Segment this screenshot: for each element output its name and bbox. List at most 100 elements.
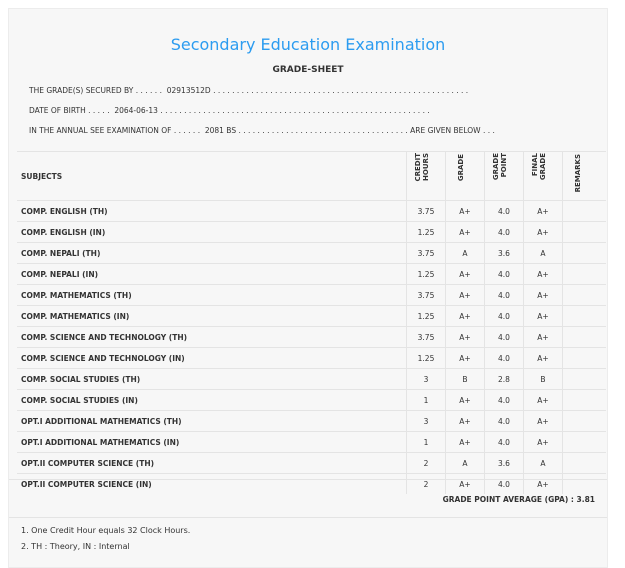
subject-cell: COMP. SCIENCE AND TECHNOLOGY (IN) [17,347,407,369]
note-2: 2. TH : Theory, IN : Internal [21,542,130,551]
table-row: COMP. SCIENCE AND TECHNOLOGY (TH) 3.75 A+ 4… [17,326,606,348]
grade-point-cell: 2.8 [484,368,524,390]
subject-cell: COMP. NEPALI (IN) [17,263,407,285]
grade-point-cell: 3.6 [484,242,524,264]
final-grade-cell: A+ [523,200,563,222]
grade-cell: A+ [445,200,485,222]
credit-cell: 1.25 [406,221,446,243]
grade-point-cell: 4.0 [484,389,524,411]
subject-cell: COMP. MATHEMATICS (IN) [17,305,407,327]
table-row: COMP. NEPALI (TH) 3.75 A 3.6 A [17,242,606,264]
header-point: GRADE POINT [484,151,524,201]
remarks-cell [562,305,606,327]
grade-point-cell: 4.0 [484,326,524,348]
remarks-cell [562,473,606,494]
gpa: GRADE POINT AVERAGE (GPA) : 3.81 [442,495,595,504]
grade-cell: A+ [445,284,485,306]
table-row: OPT.I ADDITIONAL MATHEMATICS (IN) 1 A+ 4.0 A… [17,431,606,453]
header-credit: CREDIT HOURS [406,151,446,201]
grade-point-cell: 4.0 [484,305,524,327]
note-1: 1. One Credit Hour equals 32 Clock Hours… [21,526,191,535]
table-row: COMP. SOCIAL STUDIES (TH) 3 B 2.8 B [17,368,606,390]
grade-point-cell: 3.6 [484,452,524,474]
grade-cell: A+ [445,431,485,453]
remarks-cell [562,452,606,474]
dob-line: DATE OF BIRTH . . . . . 2064-06-13 . . .… [29,106,430,115]
subject-cell: COMP. ENGLISH (IN) [17,221,407,243]
remarks-cell [562,389,606,411]
remarks-cell [562,431,606,453]
subject-cell: OPT.II COMPUTER SCIENCE (TH) [17,452,407,474]
credit-cell: 3.75 [406,326,446,348]
table-row: OPT.I ADDITIONAL MATHEMATICS (TH) 3 A+ 4.0 A… [17,410,606,432]
exam-line: IN THE ANNUAL SEE EXAMINATION OF . . . .… [29,126,495,135]
remarks-cell [562,347,606,369]
header-final: FINAL GRADE [523,151,563,201]
final-grade-cell: A+ [523,284,563,306]
grade-cell: A+ [445,326,485,348]
credit-cell: 1.25 [406,347,446,369]
final-grade-cell: A+ [523,305,563,327]
grade-sheet-card: Secondary Education Examination GRADE-SH… [8,8,608,568]
table-row: COMP. ENGLISH (IN) 1.25 A+ 4.0 A+ [17,221,606,243]
grade-cell: B [445,368,485,390]
table-row: COMP. SOCIAL STUDIES (IN) 1 A+ 4.0 A+ [17,389,606,411]
subject-cell: OPT.I ADDITIONAL MATHEMATICS (TH) [17,410,407,432]
grade-cell: A [445,452,485,474]
remarks-cell [562,326,606,348]
credit-cell: 2 [406,452,446,474]
grade-cell: A+ [445,305,485,327]
final-grade-cell: A+ [523,347,563,369]
subject-cell: OPT.II COMPUTER SCIENCE (IN) [17,473,407,494]
credit-cell: 3.75 [406,284,446,306]
grade-cell: A+ [445,473,485,494]
credit-cell: 1.25 [406,305,446,327]
final-grade-cell: A [523,452,563,474]
remarks-cell [562,242,606,264]
credit-cell: 1 [406,431,446,453]
header-grade: GRADE [445,151,485,201]
final-grade-cell: B [523,368,563,390]
grade-cell: A+ [445,221,485,243]
final-grade-cell: A [523,242,563,264]
subtitle: GRADE-SHEET [272,65,344,75]
grade-point-cell: 4.0 [484,284,524,306]
grade-point-cell: 4.0 [484,200,524,222]
student-id-line: THE GRADE(S) SECURED BY . . . . . . 0291… [29,86,469,95]
grade-point-cell: 4.0 [484,347,524,369]
final-grade-cell: A+ [523,221,563,243]
grade-point-cell: 4.0 [484,473,524,494]
remarks-cell [562,221,606,243]
subject-cell: COMP. NEPALI (TH) [17,242,407,264]
table-row: COMP. MATHEMATICS (TH) 3.75 A+ 4.0 A+ [17,284,606,306]
credit-cell: 1.25 [406,263,446,285]
grade-cell: A+ [445,410,485,432]
header-remarks: REMARKS [562,151,606,201]
final-grade-cell: A+ [523,431,563,453]
subject-cell: OPT.I ADDITIONAL MATHEMATICS (IN) [17,431,407,453]
final-grade-cell: A+ [523,263,563,285]
remarks-cell [562,284,606,306]
subject-cell: COMP. SOCIAL STUDIES (IN) [17,389,407,411]
remarks-cell [562,410,606,432]
credit-cell: 3.75 [406,200,446,222]
remarks-cell [562,263,606,285]
grade-point-cell: 4.0 [484,431,524,453]
final-grade-cell: A+ [523,326,563,348]
subject-cell: COMP. ENGLISH (TH) [17,200,407,222]
table-row: COMP. MATHEMATICS (IN) 1.25 A+ 4.0 A+ [17,305,606,327]
grade-point-cell: 4.0 [484,410,524,432]
credit-cell: 3 [406,368,446,390]
grade-cell: A+ [445,347,485,369]
table-row: COMP. NEPALI (IN) 1.25 A+ 4.0 A+ [17,263,606,285]
grade-cell: A+ [445,263,485,285]
table-row: OPT.II COMPUTER SCIENCE (TH) 2 A 3.6 A [17,452,606,474]
subject-cell: COMP. SOCIAL STUDIES (TH) [17,368,407,390]
grades-table: SUBJECTS CREDIT HOURS GRADE GRADE POINT … [17,151,606,494]
table-row: COMP. ENGLISH (TH) 3.75 A+ 4.0 A+ [17,200,606,222]
grade-point-cell: 4.0 [484,221,524,243]
final-grade-cell: A+ [523,410,563,432]
grade-point-cell: 4.0 [484,263,524,285]
subject-cell: COMP. MATHEMATICS (TH) [17,284,407,306]
credit-cell: 1 [406,389,446,411]
